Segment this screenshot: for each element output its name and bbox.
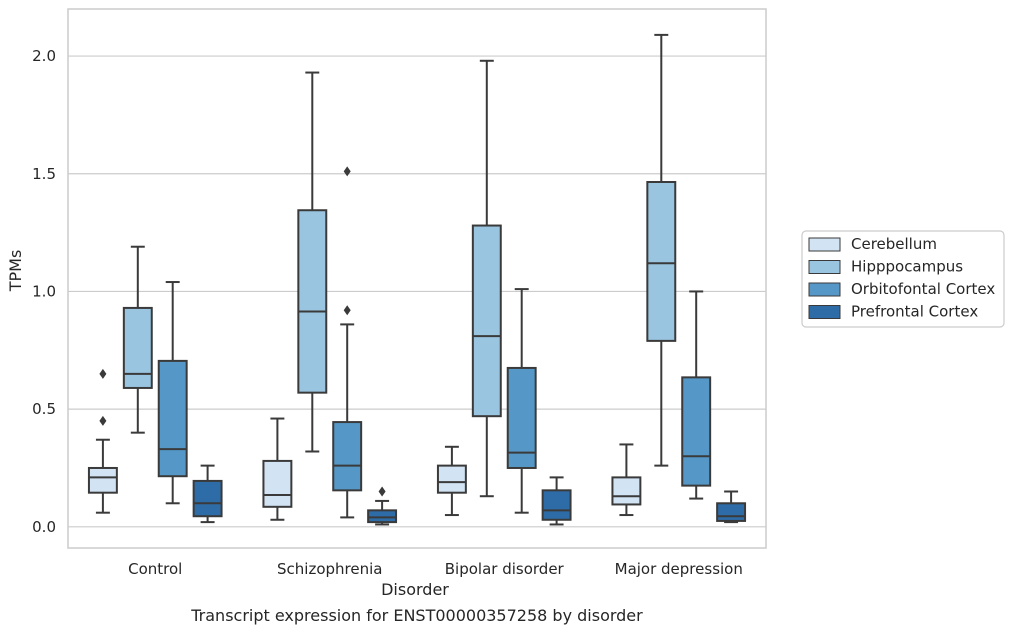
box-iqr xyxy=(332,421,363,492)
legend-label: Prefrontal Cortex xyxy=(851,303,978,321)
box-hipppocampus xyxy=(646,33,677,467)
x-axis-label: Disorder xyxy=(381,580,449,599)
box-iqr xyxy=(122,306,153,389)
box-prefrontal-cortex xyxy=(541,476,572,526)
box-cerebellum xyxy=(262,417,293,521)
legend-label: Orbitofontal Cortex xyxy=(851,280,995,298)
box-iqr xyxy=(157,359,188,478)
y-axis-label: TPMs xyxy=(6,250,25,293)
y-tick-label: 0.5 xyxy=(32,400,56,418)
box-prefrontal-cortex xyxy=(192,464,223,524)
outlier-point xyxy=(343,305,351,316)
box-iqr xyxy=(681,376,712,487)
y-tick-label: 2.0 xyxy=(32,47,56,65)
outlier-point xyxy=(378,486,386,497)
figure-caption: Transcript expression for ENST0000035725… xyxy=(191,606,643,625)
x-tick-label: Schizophrenia xyxy=(277,560,382,578)
box-iqr xyxy=(646,180,677,342)
box-iqr xyxy=(87,466,118,494)
y-tick-label: 0.0 xyxy=(32,518,56,536)
box-iqr xyxy=(436,464,467,494)
box-iqr xyxy=(297,209,328,394)
x-tick-label: Major depression xyxy=(615,560,743,578)
legend: Cerebellum Hipppocampus Orbitofontal Corte… xyxy=(801,230,1005,328)
box-iqr xyxy=(506,366,537,469)
box-orbitofontal-cortex xyxy=(681,290,712,500)
box-iqr xyxy=(262,459,293,508)
box-orbitofontal-cortex xyxy=(332,166,363,519)
x-tick-label: Control xyxy=(128,560,182,578)
y-tick-label: 1.5 xyxy=(32,165,56,183)
box-iqr xyxy=(192,479,223,518)
box-orbitofontal-cortex xyxy=(157,281,188,505)
x-tick-label: Bipolar disorder xyxy=(445,560,565,578)
outlier-point xyxy=(99,368,107,379)
legend-swatch xyxy=(808,282,841,297)
box-cerebellum xyxy=(436,445,467,517)
legend-swatch xyxy=(808,260,841,274)
box-iqr xyxy=(541,489,572,521)
legend-label: Hipppocampus xyxy=(851,258,963,276)
box-prefrontal-cortex xyxy=(716,490,747,524)
box-hipppocampus xyxy=(471,59,502,498)
box-iqr xyxy=(611,476,642,506)
box-iqr xyxy=(716,502,747,522)
legend-label: Cerebellum xyxy=(851,235,937,253)
box-prefrontal-cortex xyxy=(367,486,398,526)
box-hipppocampus xyxy=(297,71,328,453)
outlier-point xyxy=(99,415,107,426)
box-iqr xyxy=(471,224,502,418)
box-orbitofontal-cortex xyxy=(506,288,537,514)
legend-frame xyxy=(801,230,1005,328)
legend-swatch xyxy=(808,237,841,252)
y-tick-label: 1.0 xyxy=(32,282,56,300)
box-cerebellum xyxy=(87,368,118,514)
box-hipppocampus xyxy=(122,245,153,434)
box-cerebellum xyxy=(611,443,642,517)
plot-frame xyxy=(67,8,767,549)
box-iqr xyxy=(367,509,398,524)
legend-swatch xyxy=(808,305,841,319)
outlier-point xyxy=(343,166,351,177)
